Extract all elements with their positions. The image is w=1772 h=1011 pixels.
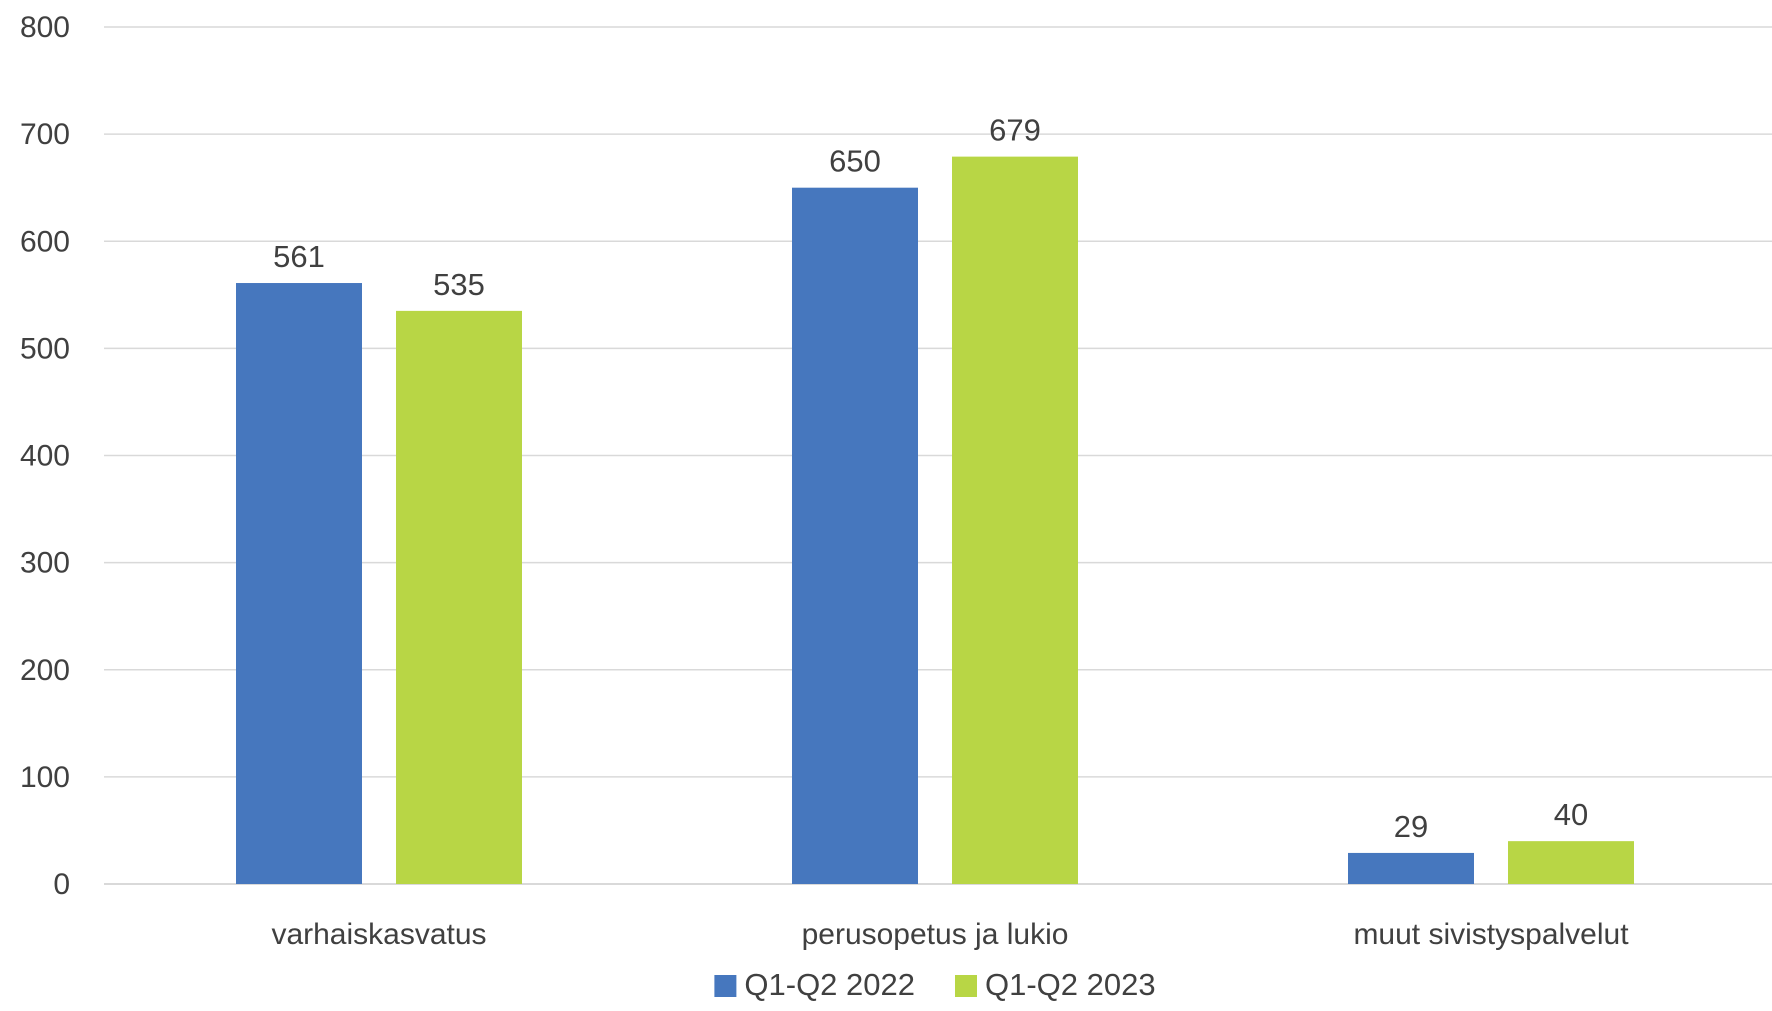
legend: Q1-Q2 2022 Q1-Q2 2023	[714, 967, 1156, 1002]
legend-label: Q1-Q2 2023	[985, 967, 1156, 1002]
category-label: perusopetus ja lukio	[802, 918, 1069, 951]
bar-2-1	[396, 310, 522, 885]
legend-swatch	[955, 975, 977, 997]
data-label: 535	[433, 267, 485, 302]
grid-lines	[104, 26, 1772, 885]
bar-2-2	[952, 156, 1078, 885]
data-label: 650	[829, 144, 881, 179]
legend-label: Q1-Q2 2022	[744, 967, 915, 1002]
data-label: 40	[1554, 797, 1588, 832]
y-tick-label: 100	[20, 761, 70, 794]
y-axis-tick-labels: 0 100 200 300 400 500 600 700 800	[20, 11, 70, 901]
bar-1-1	[236, 283, 362, 884]
y-tick-label: 700	[20, 118, 70, 151]
y-tick-label: 500	[20, 332, 70, 365]
category-label: muut sivistyspalvelut	[1353, 918, 1629, 951]
category-label: varhaiskasvatus	[271, 918, 486, 951]
data-label: 679	[989, 113, 1041, 148]
data-labels: 561 535 650 679 29 40	[273, 113, 1588, 844]
y-tick-label: 200	[20, 654, 70, 687]
y-tick-label: 800	[20, 11, 70, 44]
y-tick-label: 600	[20, 225, 70, 258]
data-label: 561	[273, 239, 325, 274]
bars	[236, 156, 1634, 885]
bar-1-2	[792, 187, 918, 884]
y-tick-label: 300	[20, 547, 70, 580]
y-tick-label: 400	[20, 440, 70, 473]
data-label: 29	[1394, 809, 1428, 844]
y-tick-label: 0	[53, 868, 70, 901]
bar-1-3	[1348, 852, 1474, 884]
x-axis-category-labels: varhaiskasvatus perusopetus ja lukio muut …	[271, 918, 1629, 951]
bar-2-3	[1508, 841, 1634, 884]
legend-swatch	[714, 975, 737, 997]
